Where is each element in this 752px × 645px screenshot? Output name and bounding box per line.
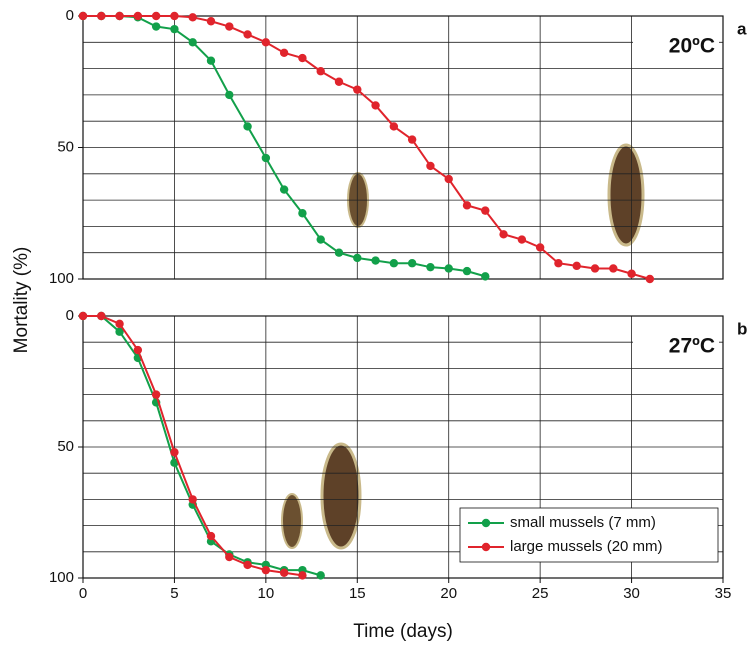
- data-point: [444, 264, 453, 273]
- series-line: [83, 315, 303, 577]
- y-tick-label: 50: [57, 138, 74, 155]
- data-point: [334, 248, 344, 257]
- data-point: [298, 571, 307, 580]
- data-point: [188, 38, 197, 47]
- data-point: [462, 266, 472, 276]
- data-point: [279, 568, 289, 577]
- annotation: 27ºC: [669, 335, 715, 358]
- data-point: [407, 259, 417, 268]
- data-point: [206, 17, 216, 26]
- mussel-illustrations: [281, 143, 645, 550]
- data-point: [243, 30, 252, 39]
- legend-label: small mussels (7 mm): [510, 514, 656, 531]
- data-point: [261, 153, 271, 163]
- data-point: [554, 259, 563, 268]
- data-point: [133, 345, 143, 355]
- legend-marker: [481, 542, 491, 552]
- y-tick-label: 100: [49, 270, 74, 287]
- data-point: [225, 552, 234, 562]
- data-point: [206, 56, 216, 65]
- data-point: [78, 11, 88, 21]
- data-point: [151, 11, 161, 21]
- data-point: [535, 243, 545, 252]
- data-point: [151, 390, 161, 399]
- data-point: [115, 11, 124, 21]
- data-point: [426, 262, 435, 272]
- data-point: [462, 201, 472, 210]
- x-tick-label: 10: [258, 585, 275, 602]
- data-point: [243, 122, 252, 131]
- x-tick-label: 5: [170, 585, 178, 602]
- data-point: [645, 274, 655, 284]
- data-point: [170, 11, 179, 21]
- data-point: [316, 67, 325, 76]
- data-point: [316, 571, 325, 580]
- data-point: [517, 235, 527, 244]
- data-point: [609, 264, 618, 273]
- legend-marker: [481, 518, 491, 528]
- data-point: [97, 311, 106, 321]
- x-axis-label: Time (days): [353, 621, 453, 642]
- data-point: [353, 253, 362, 263]
- data-point: [371, 256, 380, 265]
- data-point: [590, 264, 600, 273]
- annotation: 20ºC: [669, 35, 715, 58]
- data-point: [170, 448, 179, 457]
- y-tick-label: 0: [66, 307, 74, 324]
- data-point: [389, 122, 399, 131]
- legend-box: [459, 507, 719, 563]
- data-point: [298, 53, 307, 63]
- data-point: [481, 272, 490, 281]
- x-tick-label: 0: [79, 585, 87, 602]
- data-point: [627, 269, 636, 278]
- data-point: [444, 174, 453, 184]
- data-point: [188, 495, 197, 504]
- y-tick-label: 0: [66, 7, 74, 24]
- data-point: [115, 327, 124, 336]
- y-tick-label: 100: [49, 569, 74, 586]
- data-point: [225, 90, 234, 100]
- data-point: [481, 206, 490, 215]
- x-tick-label: 15: [349, 585, 366, 602]
- x-tick-label: 20: [440, 585, 457, 602]
- data-point: [170, 458, 179, 467]
- x-tick-label: 30: [623, 585, 640, 602]
- data-point: [78, 311, 88, 321]
- panel-label: a: [737, 19, 747, 38]
- data-point: [206, 531, 216, 541]
- data-point: [572, 261, 581, 271]
- data-point: [316, 235, 325, 244]
- data-point: [426, 161, 435, 171]
- data-point: [389, 259, 399, 268]
- data-point: [334, 77, 344, 86]
- annotation-bg: [633, 32, 719, 62]
- data-point: [188, 13, 197, 22]
- panel-label: b: [737, 319, 747, 338]
- annotation-bg: [633, 332, 719, 362]
- data-point: [353, 85, 362, 94]
- x-tick-label: 35: [715, 585, 732, 602]
- data-point: [407, 135, 417, 144]
- data-point: [225, 22, 234, 31]
- legend-label: large mussels (20 mm): [510, 538, 663, 555]
- data-point: [371, 101, 380, 110]
- data-point: [115, 319, 124, 329]
- data-point: [261, 38, 271, 47]
- data-point: [170, 24, 179, 34]
- data-point: [243, 560, 252, 570]
- y-axis-label: Mortality (%): [11, 247, 32, 354]
- x-tick-label: 25: [532, 585, 549, 602]
- data-point: [499, 230, 508, 239]
- data-point: [279, 48, 289, 58]
- y-tick-label: 50: [57, 438, 74, 455]
- data-point: [279, 185, 289, 194]
- data-point: [151, 22, 161, 31]
- data-point: [133, 11, 143, 21]
- data-point: [261, 565, 271, 575]
- data-point: [298, 209, 307, 218]
- data-point: [97, 11, 106, 21]
